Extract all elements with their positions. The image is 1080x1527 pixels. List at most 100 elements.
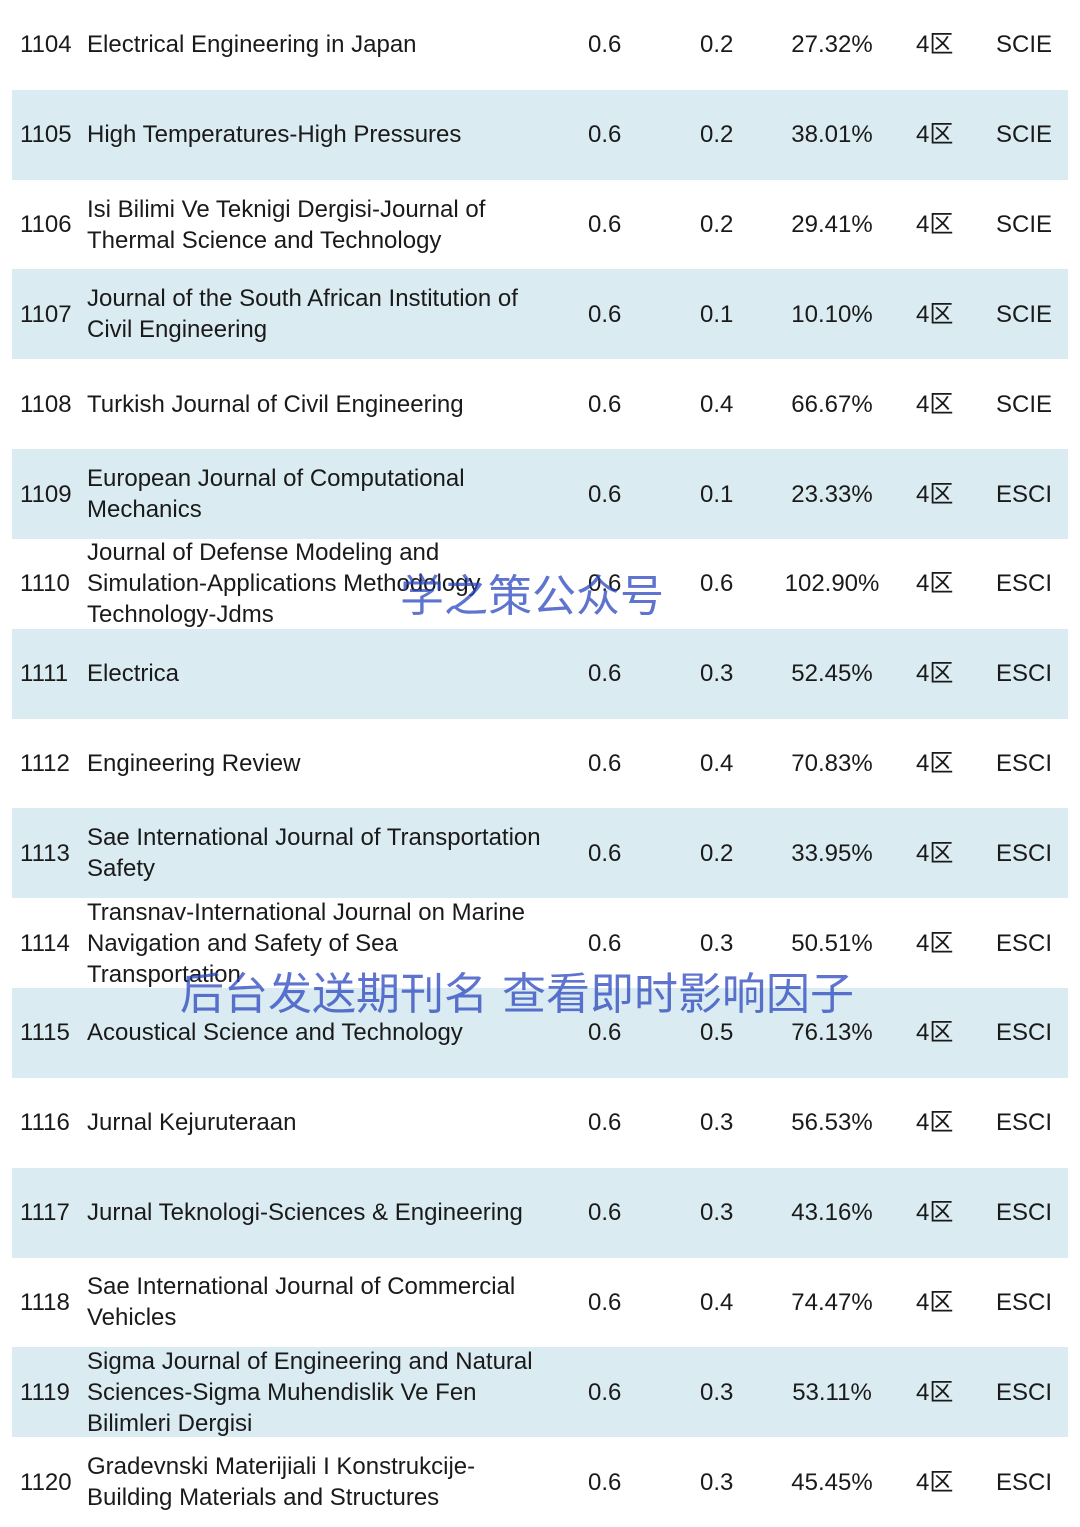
index: ESCI — [996, 1199, 1053, 1227]
impact-factor: 0.6 — [588, 929, 622, 957]
table-row: 1107 Journal of the South African Institu… — [12, 269, 1068, 360]
metric: 0.5 — [700, 1019, 734, 1047]
journal-title: Sigma Journal of Engineering and Natural… — [87, 1347, 533, 1437]
journal-title: Jurnal Kejuruteraan — [87, 1109, 297, 1137]
table-row: 1105 High Temperatures-High Pressures 0.6 0… — [12, 89, 1068, 180]
table-row: 1104 Electrical Engineering in Japan 0.6 0.… — [12, 0, 1068, 90]
percentage: 10.10% — [791, 300, 873, 328]
zone: 4区 — [916, 1109, 954, 1137]
metric: 0.3 — [700, 929, 734, 957]
index: SCIE — [996, 121, 1053, 149]
row-number: 1107 — [20, 300, 72, 328]
impact-factor: 0.6 — [588, 570, 622, 598]
table-row: 1115 Acoustical Science and Technology 0.6… — [12, 988, 1068, 1078]
metric: 0.2 — [700, 839, 734, 867]
table-row: 1116 Jurnal Kejuruteraan 0.6 0.3 56.53% 4区 ESC… — [12, 1078, 1068, 1168]
index: SCIE — [996, 390, 1053, 418]
impact-factor: 0.6 — [588, 839, 622, 867]
impact-factor: 0.6 — [588, 749, 622, 777]
table-row: 1108 Turkish Journal of Civil Engineering… — [12, 359, 1068, 449]
index: ESCI — [996, 839, 1053, 867]
table-row: 1110 Journal of Defense Modeling and Simu… — [12, 539, 1068, 629]
zone: 4区 — [916, 1288, 954, 1316]
metric: 0.3 — [700, 1109, 734, 1137]
percentage: 43.16% — [791, 1199, 873, 1227]
journal-title: Isi Bilimi Ve Teknigi Dergisi-Journal of… — [87, 195, 486, 254]
metric: 0.1 — [700, 480, 734, 508]
row-number: 1118 — [20, 1288, 70, 1316]
zone: 4区 — [916, 31, 954, 59]
index: ESCI — [996, 1019, 1053, 1047]
zone: 4区 — [916, 121, 954, 149]
watermark: 后台发送期刊名 查看即时影响因子 — [180, 969, 854, 1020]
journal-title: Engineering Review — [87, 749, 301, 777]
metric: 0.2 — [700, 31, 734, 59]
row-number: 1119 — [20, 1378, 70, 1406]
percentage: 70.83% — [791, 749, 873, 777]
metric: 0.4 — [700, 749, 734, 777]
row-number: 1106 — [20, 211, 72, 239]
metric: 0.4 — [700, 390, 734, 418]
row-number: 1104 — [20, 31, 72, 59]
index: ESCI — [996, 570, 1053, 598]
watermark: 学之策公众号 — [400, 571, 664, 622]
impact-factor: 0.6 — [588, 1378, 622, 1406]
journal-title: High Temperatures-High Pressures — [87, 121, 462, 149]
index: ESCI — [996, 480, 1053, 508]
percentage: 102.90% — [784, 570, 880, 598]
table-row: 1111 Electrica 0.6 0.3 52.45% 4区 ESCI — [12, 628, 1068, 719]
zone: 4区 — [916, 570, 954, 598]
percentage: 45.45% — [791, 1468, 873, 1496]
row-number: 1113 — [20, 839, 70, 867]
row-number: 1117 — [20, 1199, 70, 1227]
metric: 0.3 — [700, 660, 734, 688]
zone: 4区 — [916, 1378, 954, 1406]
impact-factor: 0.6 — [588, 31, 622, 59]
zone: 4区 — [916, 1199, 954, 1227]
percentage: 56.53% — [791, 1109, 873, 1137]
metric: 0.2 — [700, 121, 734, 149]
metric: 0.3 — [700, 1199, 734, 1227]
metric: 0.3 — [700, 1378, 734, 1406]
metric: 0.6 — [700, 570, 734, 598]
table-row: 1106 Isi Bilimi Ve Teknigi Dergisi-Journa… — [12, 180, 1068, 270]
index: ESCI — [996, 749, 1053, 777]
row-number: 1108 — [20, 390, 72, 418]
zone: 4区 — [916, 300, 954, 328]
zone: 4区 — [916, 839, 954, 867]
index: ESCI — [996, 1468, 1053, 1496]
impact-factor: 0.6 — [588, 1199, 622, 1227]
index: ESCI — [996, 1288, 1053, 1316]
index: ESCI — [996, 1109, 1053, 1137]
zone: 4区 — [916, 929, 954, 957]
journal-title: Journal of Defense Modeling and Simulati… — [87, 539, 481, 629]
metric: 0.4 — [700, 1288, 734, 1316]
index: ESCI — [996, 929, 1053, 957]
metric: 0.1 — [700, 300, 734, 328]
percentage: 27.32% — [791, 31, 873, 59]
row-number: 1120 — [20, 1468, 72, 1496]
impact-factor: 0.6 — [588, 211, 622, 239]
percentage: 50.51% — [791, 929, 873, 957]
percentage: 33.95% — [791, 839, 873, 867]
journal-title: Acoustical Science and Technology — [87, 1019, 463, 1047]
journal-title: Gradevnski Materijiali I Konstrukcije-Bu… — [87, 1453, 476, 1512]
index: ESCI — [996, 1378, 1053, 1406]
impact-factor: 0.6 — [588, 1468, 622, 1496]
index: SCIE — [996, 211, 1053, 239]
row-number: 1111 — [20, 660, 69, 688]
row-number: 1115 — [20, 1019, 70, 1047]
journal-title: Sae International Journal of Commercial … — [87, 1273, 516, 1332]
table-row: 1109 European Journal of Computational Me… — [12, 449, 1068, 539]
journal-title: Journal of the South African Institution… — [87, 285, 518, 344]
table-row: 1117 Jurnal Teknologi-Sciences & Engineer… — [12, 1167, 1068, 1258]
zone: 4区 — [916, 1468, 954, 1496]
metric: 0.3 — [700, 1468, 734, 1496]
metric: 0.2 — [700, 211, 734, 239]
row-number: 1109 — [20, 480, 72, 508]
zone: 4区 — [916, 749, 954, 777]
table-row: 1114 Transnav-International Journal on Ma… — [12, 898, 1068, 988]
row-number: 1105 — [20, 121, 72, 149]
impact-factor: 0.6 — [588, 1288, 622, 1316]
